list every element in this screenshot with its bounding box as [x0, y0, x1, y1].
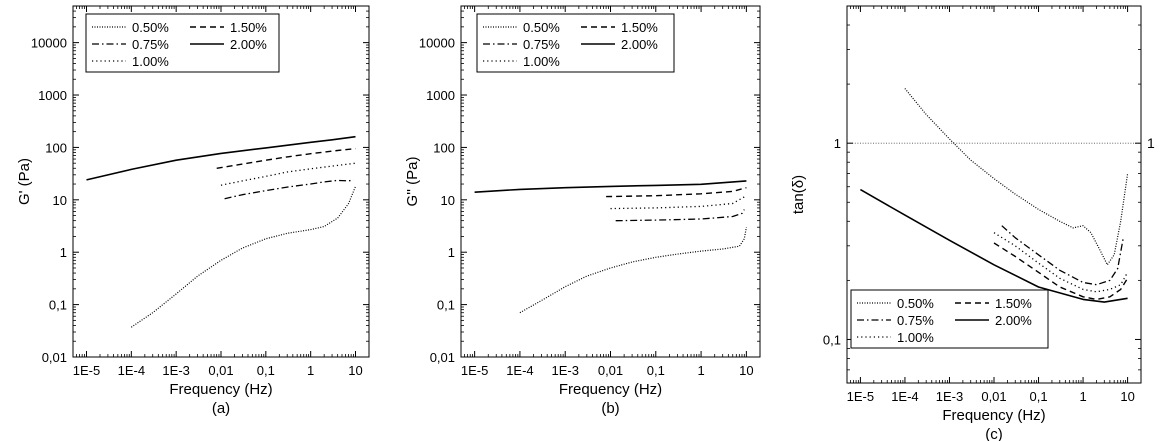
- series-line-0-50pct: [904, 88, 1129, 266]
- legend-entry: 2.00%: [995, 313, 1032, 328]
- y-tick-label: 1: [448, 245, 455, 260]
- x-tick-label: 0,01: [598, 363, 623, 378]
- x-tick-label: 1: [307, 363, 314, 378]
- y-axis-label: tan(δ): [790, 175, 807, 214]
- series-line-0-50pct: [130, 186, 357, 328]
- series-line-1-00pct: [610, 195, 747, 210]
- y-tick-label: 10: [441, 193, 455, 208]
- y-tick-label: 0,01: [430, 350, 455, 365]
- legend-entry: 1.50%: [230, 20, 267, 35]
- y-tick-label: 0,1: [49, 298, 67, 313]
- chart-panel-2: 1E-5 1E-4 1E-3 0,01 0,1 1 10 0,01 0,1 1 10 100 1000 1…: [404, 5, 761, 417]
- x-tick-label: 10: [739, 363, 753, 378]
- legend-entry: 2.00%: [230, 37, 267, 52]
- legend-entry: 0.75%: [132, 37, 169, 52]
- y-tick-label: 10000: [419, 36, 455, 51]
- chart-panel-1: 1E-5 1E-4 1E-3 0,01 0,1 1 10 0,01 0,1 1 10 100 1000 1…: [16, 5, 370, 417]
- x-tick-label: 1E-4: [891, 389, 918, 404]
- panel-label: (c): [985, 426, 1003, 441]
- legend-entry: 2.00%: [621, 37, 658, 52]
- x-tick-label: 1E-3: [551, 363, 578, 378]
- legend-box: [85, 13, 280, 73]
- legend-entry: 1.00%: [132, 54, 169, 69]
- x-tick-label: 0,1: [257, 363, 275, 378]
- x-tick-label: 0,1: [647, 363, 665, 378]
- y-axis-label: G' (Pa): [16, 158, 33, 205]
- x-tick-label: 1E-3: [936, 389, 963, 404]
- series-line-2-00pct: [860, 188, 1128, 303]
- x-tick-label: 10: [348, 363, 362, 378]
- series-line-2-00pct: [86, 135, 356, 181]
- x-tick-label: 1E-3: [162, 363, 189, 378]
- series-line-1-50pct: [993, 242, 1129, 301]
- y-tick-label: 1000: [426, 88, 455, 103]
- y-tick-label: 0,1: [437, 298, 455, 313]
- legend: 0.50% 0.75% 1.00% 1.50% 2.00%: [85, 13, 280, 73]
- x-tick-label: 1E-5: [73, 363, 100, 378]
- x-tick-label: 0,1: [1029, 389, 1047, 404]
- legend-entry: 1.00%: [897, 330, 934, 345]
- x-tick-label: 1E-5: [461, 363, 488, 378]
- series-line-0-75pct: [615, 209, 745, 222]
- y-tick-label: 100: [433, 140, 455, 155]
- legend-entry: 0.50%: [897, 296, 934, 311]
- chart-panel-3: 1 1E-5 1E-4 1E-3 0,01 0,1 1 10 0,1 1 0.50% 0.75% 1.0…: [790, 5, 1155, 441]
- series-line-0-75pct: [224, 179, 354, 200]
- series-line-1-00pct: [220, 162, 356, 186]
- y-tick-label: 10: [53, 193, 67, 208]
- series-line-1-50pct: [216, 147, 356, 169]
- y-tick-label: 1: [60, 245, 67, 260]
- legend-entry: 1.50%: [621, 20, 658, 35]
- x-tick-label: 1: [1079, 389, 1086, 404]
- legend-entry: 0.50%: [132, 20, 169, 35]
- legend: 0.50% 0.75% 1.00% 1.50% 2.00%: [850, 289, 1049, 349]
- panel-label: (b): [601, 400, 619, 417]
- legend: 0.50% 0.75% 1.00% 1.50% 2.00%: [476, 13, 675, 73]
- series-line-1-50pct: [606, 187, 747, 198]
- x-axis-label: Frequency (Hz): [942, 407, 1045, 424]
- legend-entry: 1.50%: [995, 296, 1032, 311]
- legend-box: [476, 13, 675, 73]
- x-axis-label: Frequency (Hz): [169, 381, 272, 398]
- x-tick-label: 1: [697, 363, 704, 378]
- reference-line-label: 1: [1147, 135, 1155, 151]
- legend-entry: 0.75%: [523, 37, 560, 52]
- y-tick-label: 10000: [31, 36, 67, 51]
- panel-label: (a): [212, 400, 230, 417]
- y-tick-label: 1: [834, 136, 841, 151]
- legend-entry: 1.00%: [523, 54, 560, 69]
- series-line-0-75pct: [1001, 225, 1124, 286]
- series-line-0-50pct: [519, 227, 747, 314]
- y-tick-label: 0,01: [42, 350, 67, 365]
- x-tick-label: 0,01: [208, 363, 233, 378]
- y-axis-label: G'' (Pa): [404, 157, 421, 207]
- legend-entry: 0.50%: [523, 20, 560, 35]
- x-tick-label: 1E-5: [847, 389, 874, 404]
- y-tick-label: 0,1: [823, 332, 841, 347]
- legend-box: [850, 289, 1049, 349]
- series-line-2-00pct: [474, 180, 747, 193]
- x-tick-label: 0,01: [981, 389, 1006, 404]
- legend-entry: 0.75%: [897, 313, 934, 328]
- x-tick-label: 1E-4: [118, 363, 145, 378]
- x-tick-label: 10: [1120, 389, 1134, 404]
- y-tick-label: 100: [45, 140, 67, 155]
- x-axis-label: Frequency (Hz): [559, 381, 662, 398]
- series-line-1-00pct: [993, 232, 1129, 293]
- y-tick-label: 1000: [38, 88, 67, 103]
- x-tick-label: 1E-4: [506, 363, 533, 378]
